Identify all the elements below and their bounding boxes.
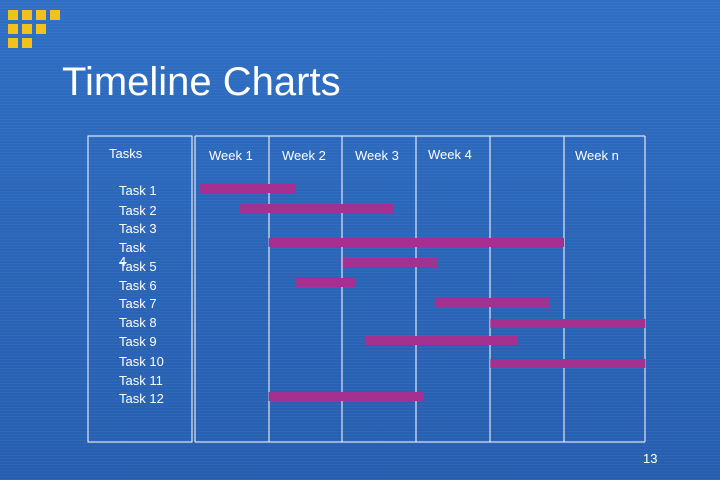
task-bar xyxy=(490,359,646,368)
task-bar xyxy=(490,319,646,328)
week-header: Week n xyxy=(575,148,619,163)
chart-grid xyxy=(87,135,646,443)
task-label: Task 10 xyxy=(119,354,164,369)
task-bar xyxy=(268,238,564,247)
logo-squares xyxy=(0,0,70,60)
column-headers: Tasks Week 1 Week 2 Week 3 Week 4 Week n xyxy=(109,146,619,163)
page-number: 13 xyxy=(643,451,658,466)
tasks-column-box xyxy=(87,135,193,443)
task-label: Task 3 xyxy=(119,221,157,236)
task-bar xyxy=(268,392,424,401)
week-header: Week 3 xyxy=(355,148,399,163)
week-header: Week 4 xyxy=(428,147,472,162)
task-bar xyxy=(296,278,356,287)
task-label: Task 7 xyxy=(119,296,157,311)
page-title: Timeline Charts xyxy=(62,60,341,104)
task-bar xyxy=(364,336,518,345)
task-label: Task 6 xyxy=(119,278,157,293)
task-bars xyxy=(200,184,646,401)
week-header: Week 1 xyxy=(209,148,253,163)
task-bar xyxy=(342,258,438,267)
task-bar xyxy=(435,298,550,307)
task-label: Task 5 xyxy=(119,259,157,274)
task-label: Task 12 xyxy=(119,391,164,406)
task-label: Task 11 xyxy=(119,373,163,388)
task-label: Task 8 xyxy=(119,315,157,330)
task-label: Task 9 xyxy=(119,334,157,349)
tasks-header: Tasks xyxy=(109,146,143,161)
task-label: Task 2 xyxy=(119,203,157,218)
task-bar xyxy=(240,204,394,213)
task-bar xyxy=(200,184,296,193)
week-header: Week 2 xyxy=(282,148,326,163)
task-label: Task 4 xyxy=(119,240,146,269)
task-label: Task 1 xyxy=(119,183,157,198)
